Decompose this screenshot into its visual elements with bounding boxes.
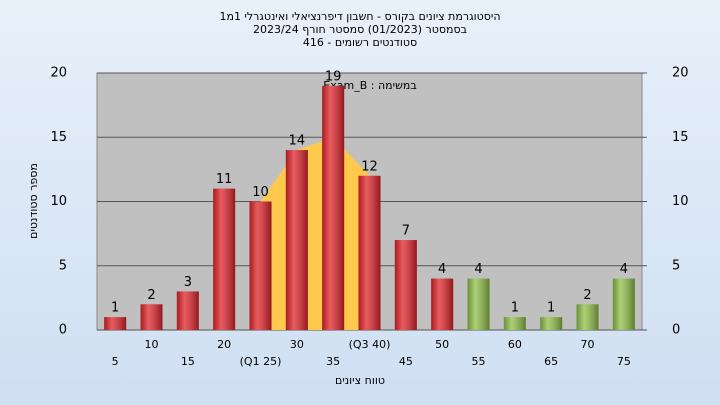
- x-tick-label: 75: [617, 355, 631, 368]
- y-tick-label: 0: [59, 323, 67, 338]
- bar-shade: [322, 85, 345, 330]
- bar-shade: [358, 175, 381, 330]
- y-tick-label: 15: [50, 130, 67, 145]
- x-tick-label: 10: [145, 338, 159, 351]
- data-label: 4: [620, 262, 628, 277]
- bar-shade: [213, 188, 236, 330]
- y-tick-label: 5: [59, 258, 67, 273]
- bar-shade: [503, 317, 526, 330]
- data-label: 7: [402, 224, 410, 239]
- x-tick-label: 60: [508, 338, 522, 351]
- data-label: 2: [147, 288, 155, 303]
- data-label: 12: [361, 159, 378, 174]
- bar-shade: [431, 278, 454, 330]
- y2-tick-label: 0: [672, 323, 680, 338]
- x-tick-label: 15: [181, 355, 195, 368]
- x-tick-label: 35: [326, 355, 340, 368]
- data-label: 10: [252, 185, 269, 200]
- bar-shade: [249, 201, 272, 330]
- x-tick-label: 45: [399, 355, 413, 368]
- y2-tick-label: 20: [672, 66, 689, 81]
- data-label: 11: [216, 172, 233, 187]
- bar-shade: [612, 278, 635, 330]
- y2-tick-label: 5: [672, 258, 680, 273]
- data-label: 19: [325, 69, 342, 84]
- y-axis-title: מספר סטודנטים: [27, 163, 40, 239]
- bar-shade: [467, 278, 490, 330]
- x-tick-label: 5: [112, 355, 119, 368]
- y2-tick-label: 15: [672, 130, 689, 145]
- data-label: 4: [474, 262, 482, 277]
- x-tick-label: 55: [472, 355, 486, 368]
- bar-shade: [176, 291, 199, 330]
- x-tick-label: 50: [435, 338, 449, 351]
- y-tick-label: 20: [50, 66, 67, 81]
- subtitle: סטודנטים רשומים - 416: [303, 36, 417, 49]
- chart-title: היסטוגרמת ציונים בקורס - חשבון דיפרנציאל…: [219, 10, 500, 23]
- x-axis-title: טווח ציונים: [335, 374, 385, 387]
- x-tick-label: 65: [544, 355, 558, 368]
- y-tick-label: 10: [50, 194, 67, 209]
- x-tick-label: (Q3 40): [349, 338, 391, 351]
- x-tick-label: 70: [581, 338, 595, 351]
- x-tick-label: 20: [217, 338, 231, 351]
- bar-shade: [285, 150, 308, 330]
- data-label: 1: [547, 301, 555, 316]
- data-label: 1: [511, 301, 519, 316]
- x-tick-label: 30: [290, 338, 304, 351]
- data-label: 2: [583, 288, 591, 303]
- annotation: במשימה : Exam_B: [323, 79, 416, 92]
- y2-tick-label: 10: [672, 194, 689, 209]
- subtitle: בסמסטר (01/2023) סמסטר חורף 2023/24: [253, 23, 467, 36]
- bar-shade: [576, 304, 599, 330]
- data-label: 4: [438, 262, 446, 277]
- data-label: 3: [184, 275, 192, 290]
- data-label: 14: [289, 134, 306, 149]
- bar-shade: [540, 317, 563, 330]
- bar-shade: [394, 240, 417, 330]
- bar-shade: [104, 317, 127, 330]
- bar-shade: [140, 304, 163, 330]
- x-tick-label: (Q1 25): [240, 355, 282, 368]
- data-label: 1: [111, 301, 119, 316]
